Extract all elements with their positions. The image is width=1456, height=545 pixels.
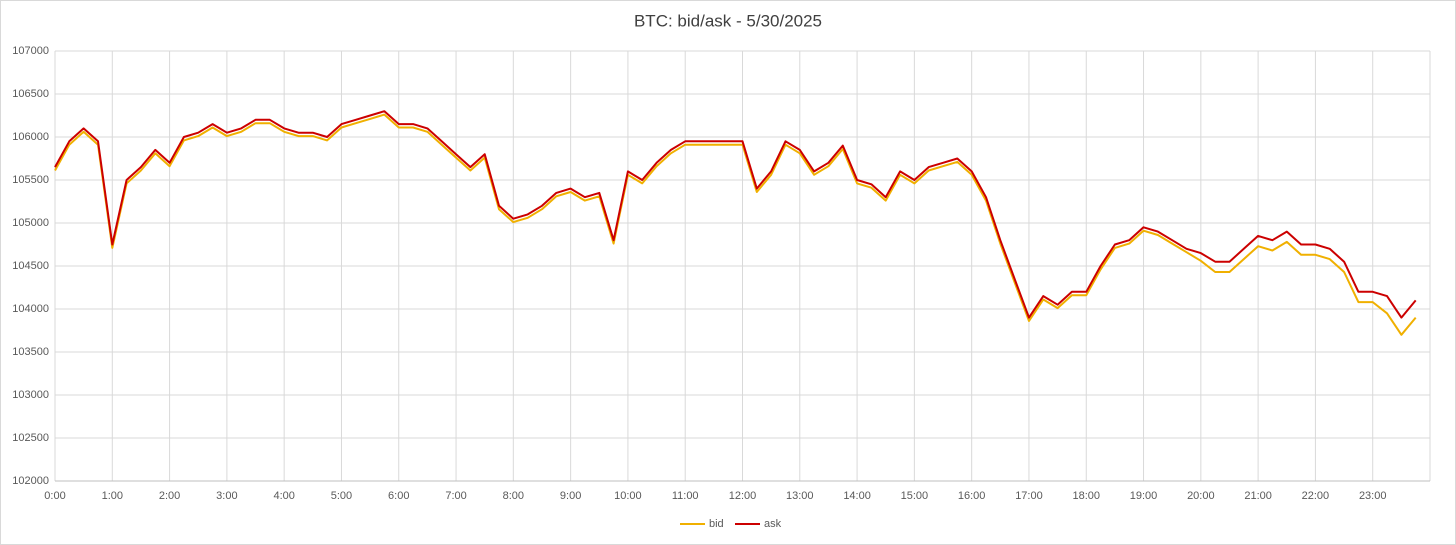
x-tick-label: 10:00 — [614, 490, 642, 502]
x-tick-label: 21:00 — [1244, 490, 1272, 502]
series-line — [54, 113, 1417, 336]
x-tick-label: 20:00 — [1187, 490, 1215, 502]
x-tick-label: 6:00 — [388, 490, 409, 502]
x-tick-label: 8:00 — [503, 490, 524, 502]
y-tick-label: 102000 — [12, 475, 49, 487]
x-tick-label: 2:00 — [159, 490, 180, 502]
x-tick-label: 3:00 — [216, 490, 237, 502]
x-tick-label: 13:00 — [786, 490, 814, 502]
x-tick-label: 17:00 — [1015, 490, 1043, 502]
y-tick-label: 106500 — [12, 88, 49, 100]
x-tick-label: 7:00 — [445, 490, 466, 502]
x-tick-label: 14:00 — [843, 490, 871, 502]
x-tick-label: 22:00 — [1302, 490, 1330, 502]
legend-label: bid — [709, 518, 724, 530]
x-tick-label: 15:00 — [901, 490, 929, 502]
x-tick-label: 18:00 — [1072, 490, 1100, 502]
x-tick-label: 4:00 — [273, 490, 294, 502]
y-tick-label: 103000 — [12, 389, 49, 401]
x-tick-label: 9:00 — [560, 490, 581, 502]
x-tick-label: 5:00 — [331, 490, 352, 502]
x-tick-label: 16:00 — [958, 490, 986, 502]
legend-label: ask — [764, 518, 782, 530]
x-tick-label: 1:00 — [102, 490, 123, 502]
y-tick-label: 104000 — [12, 303, 49, 315]
y-tick-label: 102500 — [12, 432, 49, 444]
x-tick-label: 12:00 — [729, 490, 757, 502]
x-tick-label: 11:00 — [672, 490, 699, 502]
y-tick-label: 103500 — [12, 346, 49, 358]
y-tick-label: 106000 — [12, 131, 49, 143]
x-tick-label: 0:00 — [44, 490, 65, 502]
y-tick-label: 105000 — [12, 217, 49, 229]
y-tick-label: 107000 — [12, 45, 49, 57]
x-tick-label: 19:00 — [1130, 490, 1158, 502]
chart-title: BTC: bid/ask - 5/30/2025 — [634, 11, 822, 30]
x-tick-label: 23:00 — [1359, 490, 1387, 502]
series-line — [54, 110, 1417, 319]
y-tick-label: 104500 — [12, 260, 49, 272]
y-tick-label: 105500 — [12, 174, 49, 186]
